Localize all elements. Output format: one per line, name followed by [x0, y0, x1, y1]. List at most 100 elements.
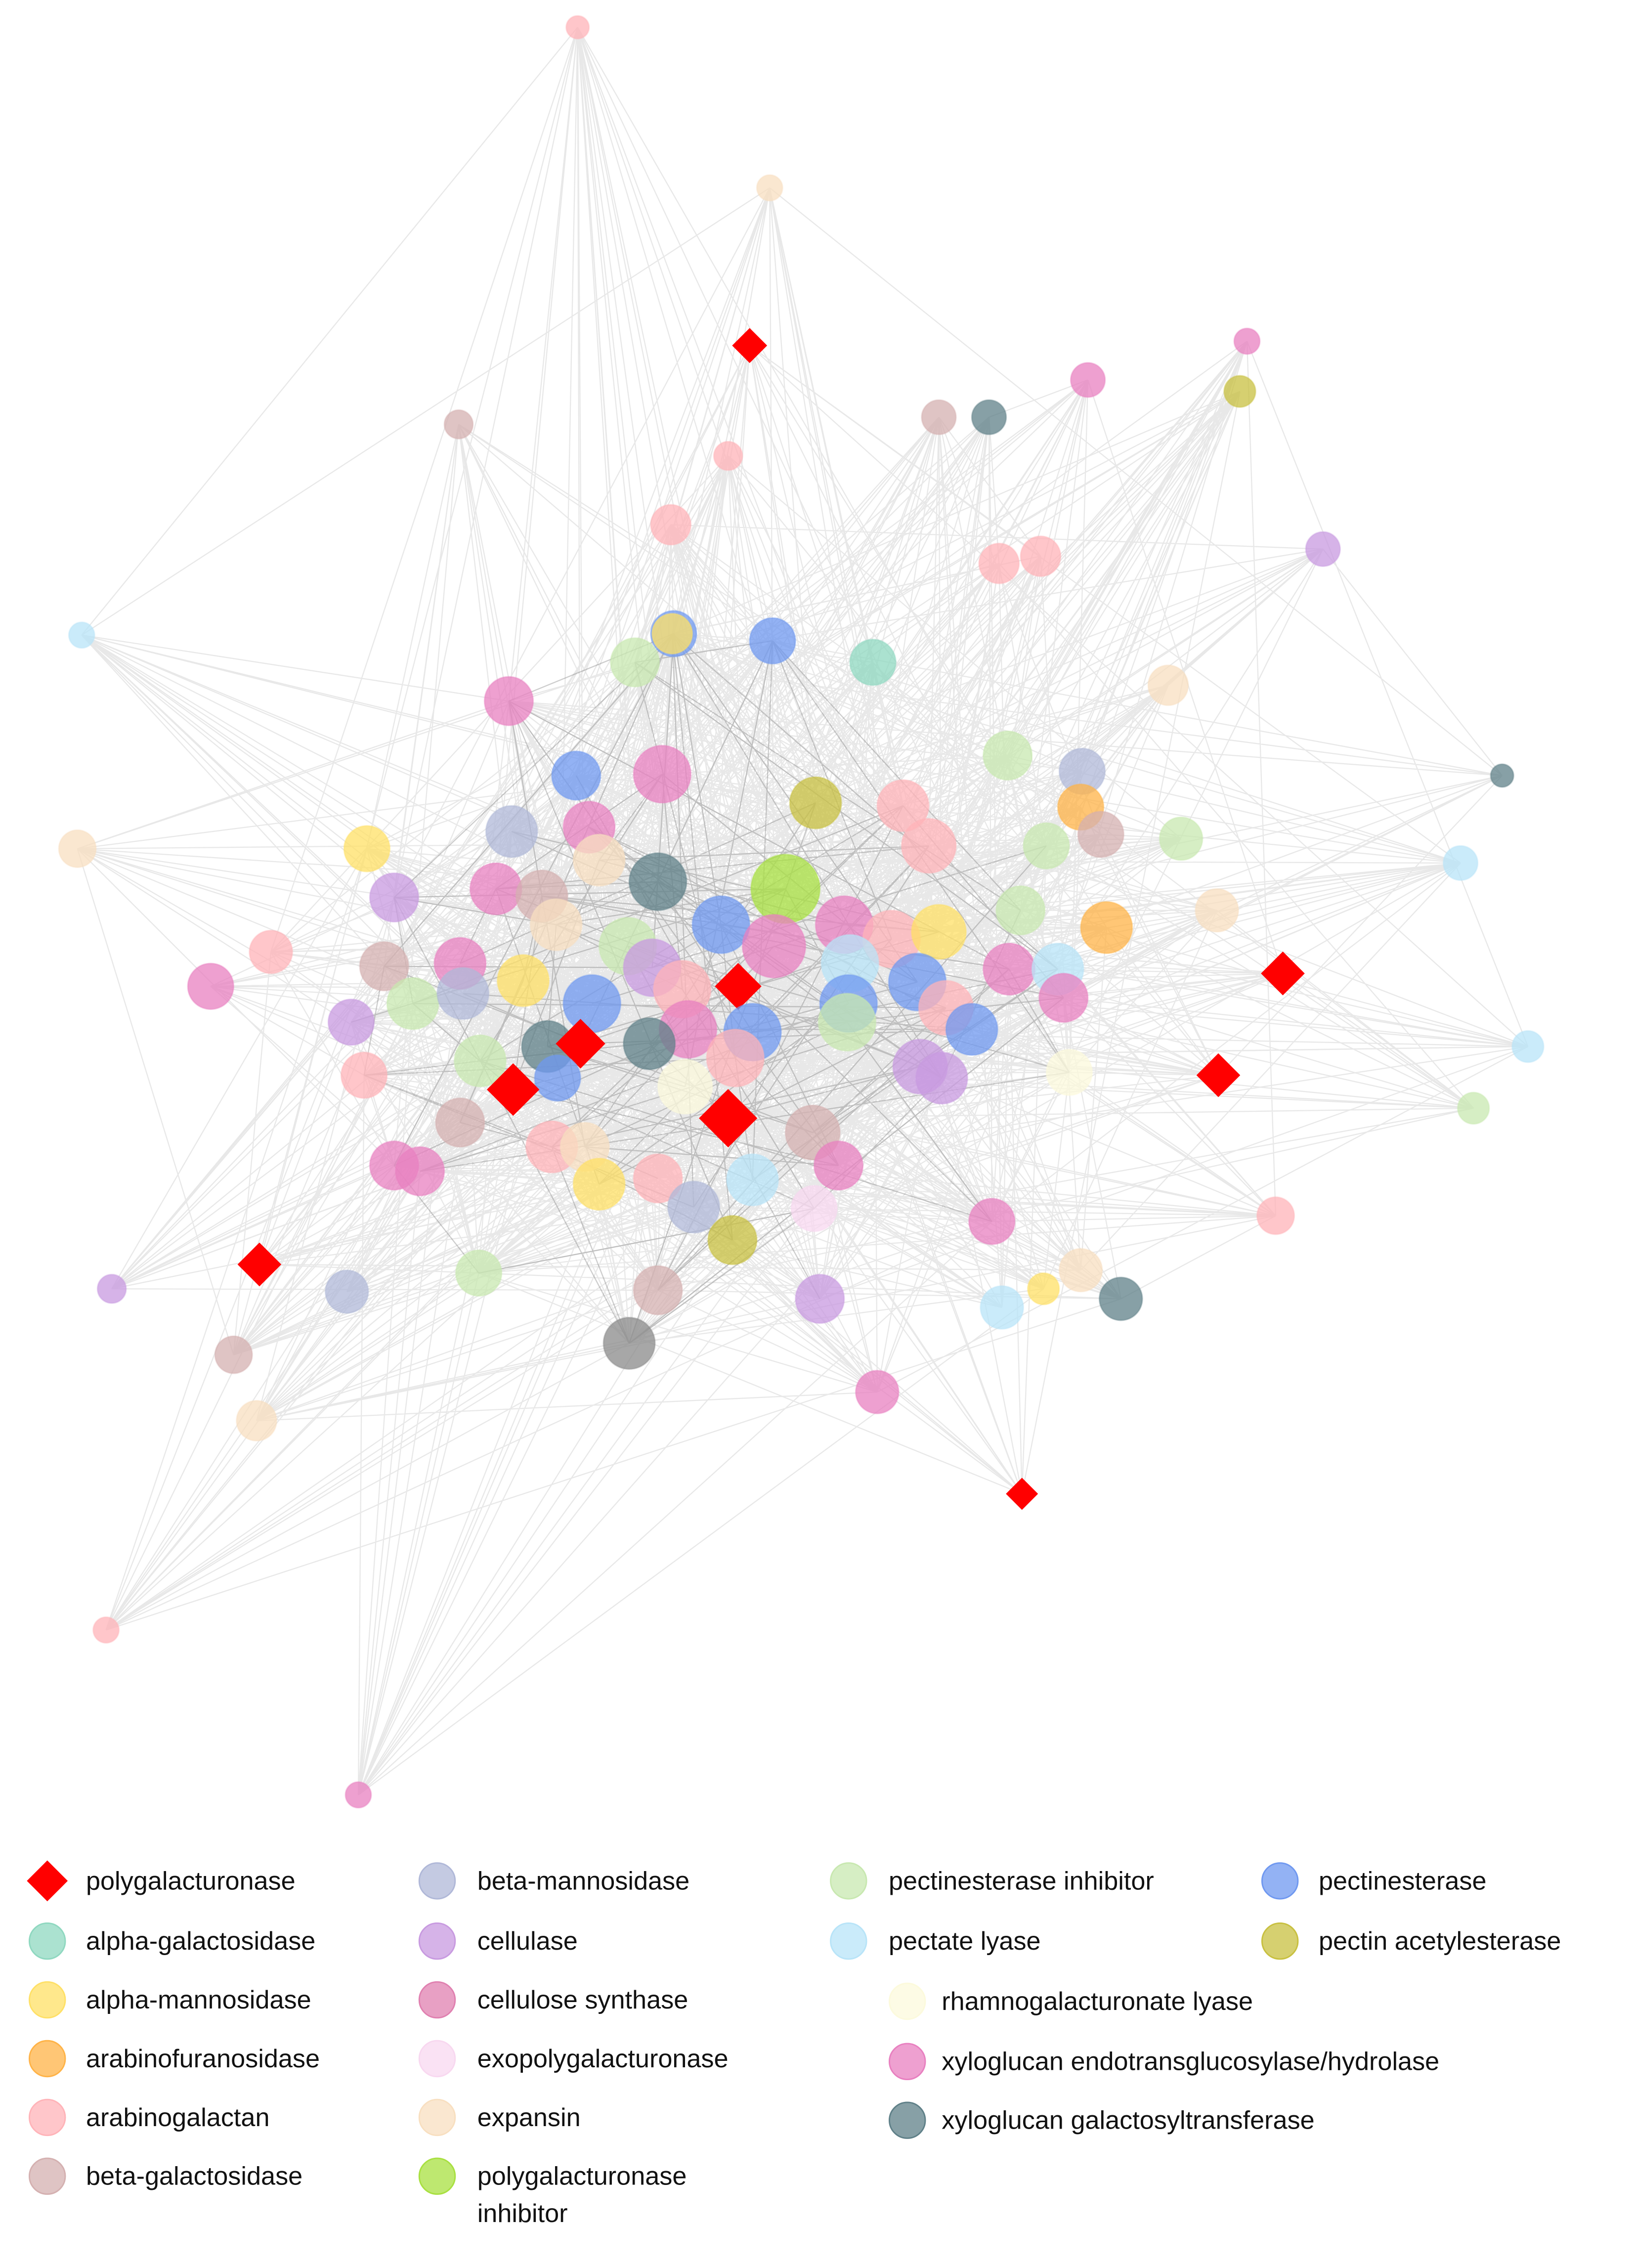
node: [1442, 845, 1479, 881]
node: [691, 895, 751, 955]
node: [1147, 664, 1189, 706]
node-diamond: [1196, 1053, 1241, 1097]
node: [707, 1215, 758, 1265]
node-diamond: [715, 963, 762, 1010]
legend-marker: [29, 1981, 66, 2019]
node: [789, 776, 842, 829]
node: [572, 1157, 626, 1211]
node: [1020, 535, 1062, 577]
node: [945, 1003, 998, 1056]
node: [92, 1616, 120, 1644]
legend-marker: [418, 1981, 456, 2019]
legend-marker: [29, 1922, 66, 1960]
node: [436, 967, 490, 1020]
node: [795, 1273, 845, 1324]
node: [453, 1034, 507, 1088]
node-diamond: [1261, 951, 1305, 996]
legend-label: alpha-mannosidase: [86, 1985, 311, 2014]
node: [813, 1140, 864, 1191]
legend-marker: [830, 1862, 867, 1900]
node: [1023, 822, 1070, 870]
node: [1038, 972, 1089, 1023]
node: [623, 1017, 676, 1070]
node: [324, 1269, 369, 1314]
legend-label-box: polygalacturonase inhibitor: [477, 2162, 687, 2227]
node: [58, 829, 97, 869]
legend-label: cellulase: [477, 1926, 578, 1956]
node: [96, 1273, 127, 1304]
legend-label-box: arabinofuranosidase: [86, 2045, 320, 2073]
node: [572, 833, 626, 887]
node-diamond: [1006, 1478, 1038, 1510]
legend-label-box: pectin acetylesterase: [1319, 1927, 1561, 1956]
node: [214, 1335, 253, 1374]
legend-label-box: beta-mannosidase: [477, 1866, 690, 1895]
node: [602, 1316, 656, 1370]
node: [485, 805, 538, 858]
legend-label-box: alpha-mannosidase: [86, 1985, 311, 2014]
node: [343, 825, 391, 872]
legend-label: beta-galactosidase: [86, 2162, 303, 2191]
legend-label: xyloglucan galactosyltransferase: [942, 2106, 1315, 2135]
legend-marker: [830, 1922, 867, 1960]
node: [609, 637, 660, 688]
legend-marker: [889, 1982, 926, 2020]
node: [876, 779, 930, 832]
node: [1058, 1248, 1103, 1293]
node: [68, 621, 95, 649]
legend-label: exopolygalacturonase: [477, 2044, 729, 2073]
legend-label-box: pectinesterase: [1319, 1866, 1487, 1895]
legend-label: expansin: [477, 2103, 581, 2132]
node: [910, 904, 967, 960]
legend-label-box: beta-galactosidase: [86, 2162, 303, 2191]
node: [1098, 1276, 1143, 1321]
node: [187, 962, 235, 1010]
legend-marker: [1261, 1922, 1299, 1960]
node: [551, 750, 602, 801]
node: [901, 818, 957, 874]
node: [650, 504, 692, 546]
legend-label: arabinogalactan: [86, 2103, 270, 2132]
legend-label-box: arabinogalactan: [86, 2103, 270, 2132]
node: [980, 1285, 1025, 1330]
legend-label: beta-mannosidase: [477, 1866, 690, 1895]
legend-marker: [29, 2040, 66, 2078]
node: [657, 1058, 713, 1115]
node: [469, 862, 523, 916]
node: [1457, 1091, 1490, 1125]
node: [359, 941, 409, 992]
node: [344, 1781, 372, 1809]
legend-label: rhamnogalacturonate lyase: [942, 1987, 1253, 2016]
legend-label-box: alpha-galactosidase: [86, 1926, 316, 1956]
node: [855, 1370, 900, 1414]
node-diamond: [699, 1089, 758, 1148]
node: [1233, 327, 1261, 355]
node: [713, 440, 743, 471]
node: [1195, 888, 1240, 933]
legend-marker: [418, 1862, 456, 1900]
node: [978, 542, 1020, 584]
node: [921, 399, 957, 436]
node: [562, 974, 622, 1033]
node: [340, 1051, 388, 1099]
node: [529, 898, 583, 952]
node: [534, 1054, 581, 1102]
legend-marker: [418, 2157, 456, 2195]
node: [1223, 375, 1256, 408]
node: [667, 1180, 721, 1234]
node: [1305, 531, 1341, 567]
legend-marker: [889, 2043, 926, 2080]
legend-label-box: exopolygalacturonase: [477, 2044, 729, 2073]
legend-label: alpha-galactosidase: [86, 1926, 316, 1956]
nodes: [58, 15, 1545, 1809]
node: [726, 1153, 779, 1207]
legend-label: pectinesterase: [1319, 1866, 1487, 1895]
legend-label-box: pectate lyase: [889, 1927, 1041, 1956]
legend-label: cellulose synthase: [477, 1985, 688, 2014]
legend-marker: [418, 1922, 456, 1960]
node: [749, 617, 796, 665]
legend-label-box: expansin: [477, 2103, 581, 2132]
legend-marker: [418, 2040, 456, 2078]
